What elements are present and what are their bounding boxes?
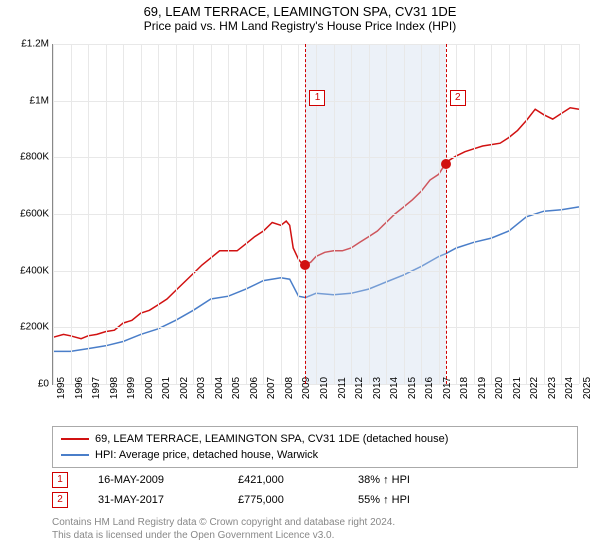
y-axis-label: £200K [20,322,49,333]
event-label-box: 2 [450,90,466,106]
y-axis-label: £600K [20,209,49,220]
annotation-row-2: 2 31-MAY-2017 £775,000 55% ↑ HPI [52,490,578,510]
annotation-num-1: 1 [52,472,68,488]
chart-title: 69, LEAM TERRACE, LEAMINGTON SPA, CV31 1… [0,0,600,19]
y-axis-label: £800K [20,152,49,163]
y-axis-label: £0 [38,379,49,390]
grid-v [579,44,580,384]
annotation-area: 1 16-MAY-2009 £421,000 38% ↑ HPI 2 31-MA… [52,470,578,510]
annotation-date-2: 31-MAY-2017 [98,494,238,506]
x-axis-label: 2009 [301,377,312,399]
x-axis-label: 2003 [196,377,207,399]
x-axis-label: 2015 [407,377,418,399]
grid-v [71,44,72,384]
legend-row-property: 69, LEAM TERRACE, LEAMINGTON SPA, CV31 1… [61,431,569,447]
legend-swatch-property [61,438,89,440]
grid-v [158,44,159,384]
x-axis-label: 2020 [494,377,505,399]
grid-v [509,44,510,384]
grid-v [421,44,422,384]
legend-label-property: 69, LEAM TERRACE, LEAMINGTON SPA, CV31 1… [95,433,448,445]
grid-v [141,44,142,384]
x-axis-label: 1999 [126,377,137,399]
x-axis-label: 2017 [442,377,453,399]
sale-marker [441,159,451,169]
chart-subtitle: Price paid vs. HM Land Registry's House … [0,19,600,37]
x-axis-label: 2021 [512,377,523,399]
y-axis-label: £1M [30,95,49,106]
annotation-price-1: £421,000 [238,474,358,486]
disclaimer: Contains HM Land Registry data © Crown c… [52,516,578,542]
event-vline [305,44,306,384]
x-axis-label: 2014 [389,377,400,399]
grid-v [474,44,475,384]
grid-v [351,44,352,384]
event-label-box: 1 [309,90,325,106]
grid-v [211,44,212,384]
x-axis-label: 2011 [337,377,348,399]
sale-marker [300,260,310,270]
annotation-hpi-2: 55% ↑ HPI [358,494,478,506]
annotation-date-1: 16-MAY-2009 [98,474,238,486]
x-axis-label: 2006 [249,377,260,399]
x-axis-label: 2016 [424,377,435,399]
legend-label-hpi: HPI: Average price, detached house, Warw… [95,449,318,461]
event-vline [446,44,447,384]
x-axis-label: 2018 [459,377,470,399]
x-axis-label: 2012 [354,377,365,399]
x-axis-label: 2022 [529,377,540,399]
grid-v [439,44,440,384]
grid-v [544,44,545,384]
legend-swatch-hpi [61,454,89,456]
grid-v [193,44,194,384]
grid-v [404,44,405,384]
x-axis-label: 2019 [477,377,488,399]
x-axis-label: 2005 [231,377,242,399]
y-axis-label: £1.2M [21,39,49,50]
chart-plot-area: £0£200K£400K£600K£800K£1M£1.2M1995199619… [52,44,579,385]
x-axis-label: 2025 [582,377,593,399]
grid-v [526,44,527,384]
grid-v [561,44,562,384]
annotation-num-2: 2 [52,492,68,508]
grid-v [53,44,54,384]
grid-v [106,44,107,384]
x-axis-label: 2024 [564,377,575,399]
x-axis-label: 2010 [319,377,330,399]
grid-v [298,44,299,384]
grid-v [123,44,124,384]
grid-v [369,44,370,384]
grid-v [334,44,335,384]
annotation-price-2: £775,000 [238,494,358,506]
x-axis-label: 2001 [161,377,172,399]
x-axis-label: 2013 [372,377,383,399]
legend-row-hpi: HPI: Average price, detached house, Warw… [61,447,569,463]
grid-v [176,44,177,384]
x-axis-label: 2002 [179,377,190,399]
x-axis-label: 2004 [214,377,225,399]
grid-v [491,44,492,384]
x-axis-label: 2007 [266,377,277,399]
annotation-hpi-1: 38% ↑ HPI [358,474,478,486]
x-axis-label: 1995 [56,377,67,399]
x-axis-label: 2008 [284,377,295,399]
grid-v [228,44,229,384]
disclaimer-line-2: This data is licensed under the Open Gov… [52,529,578,542]
y-axis-label: £400K [20,265,49,276]
grid-v [281,44,282,384]
grid-v [246,44,247,384]
disclaimer-line-1: Contains HM Land Registry data © Crown c… [52,516,578,529]
x-axis-label: 2000 [144,377,155,399]
annotation-row-1: 1 16-MAY-2009 £421,000 38% ↑ HPI [52,470,578,490]
grid-v [386,44,387,384]
x-axis-label: 1998 [109,377,120,399]
grid-v [88,44,89,384]
x-axis-label: 1997 [91,377,102,399]
legend-box: 69, LEAM TERRACE, LEAMINGTON SPA, CV31 1… [52,426,578,468]
grid-v [263,44,264,384]
x-axis-label: 1996 [74,377,85,399]
x-axis-label: 2023 [547,377,558,399]
